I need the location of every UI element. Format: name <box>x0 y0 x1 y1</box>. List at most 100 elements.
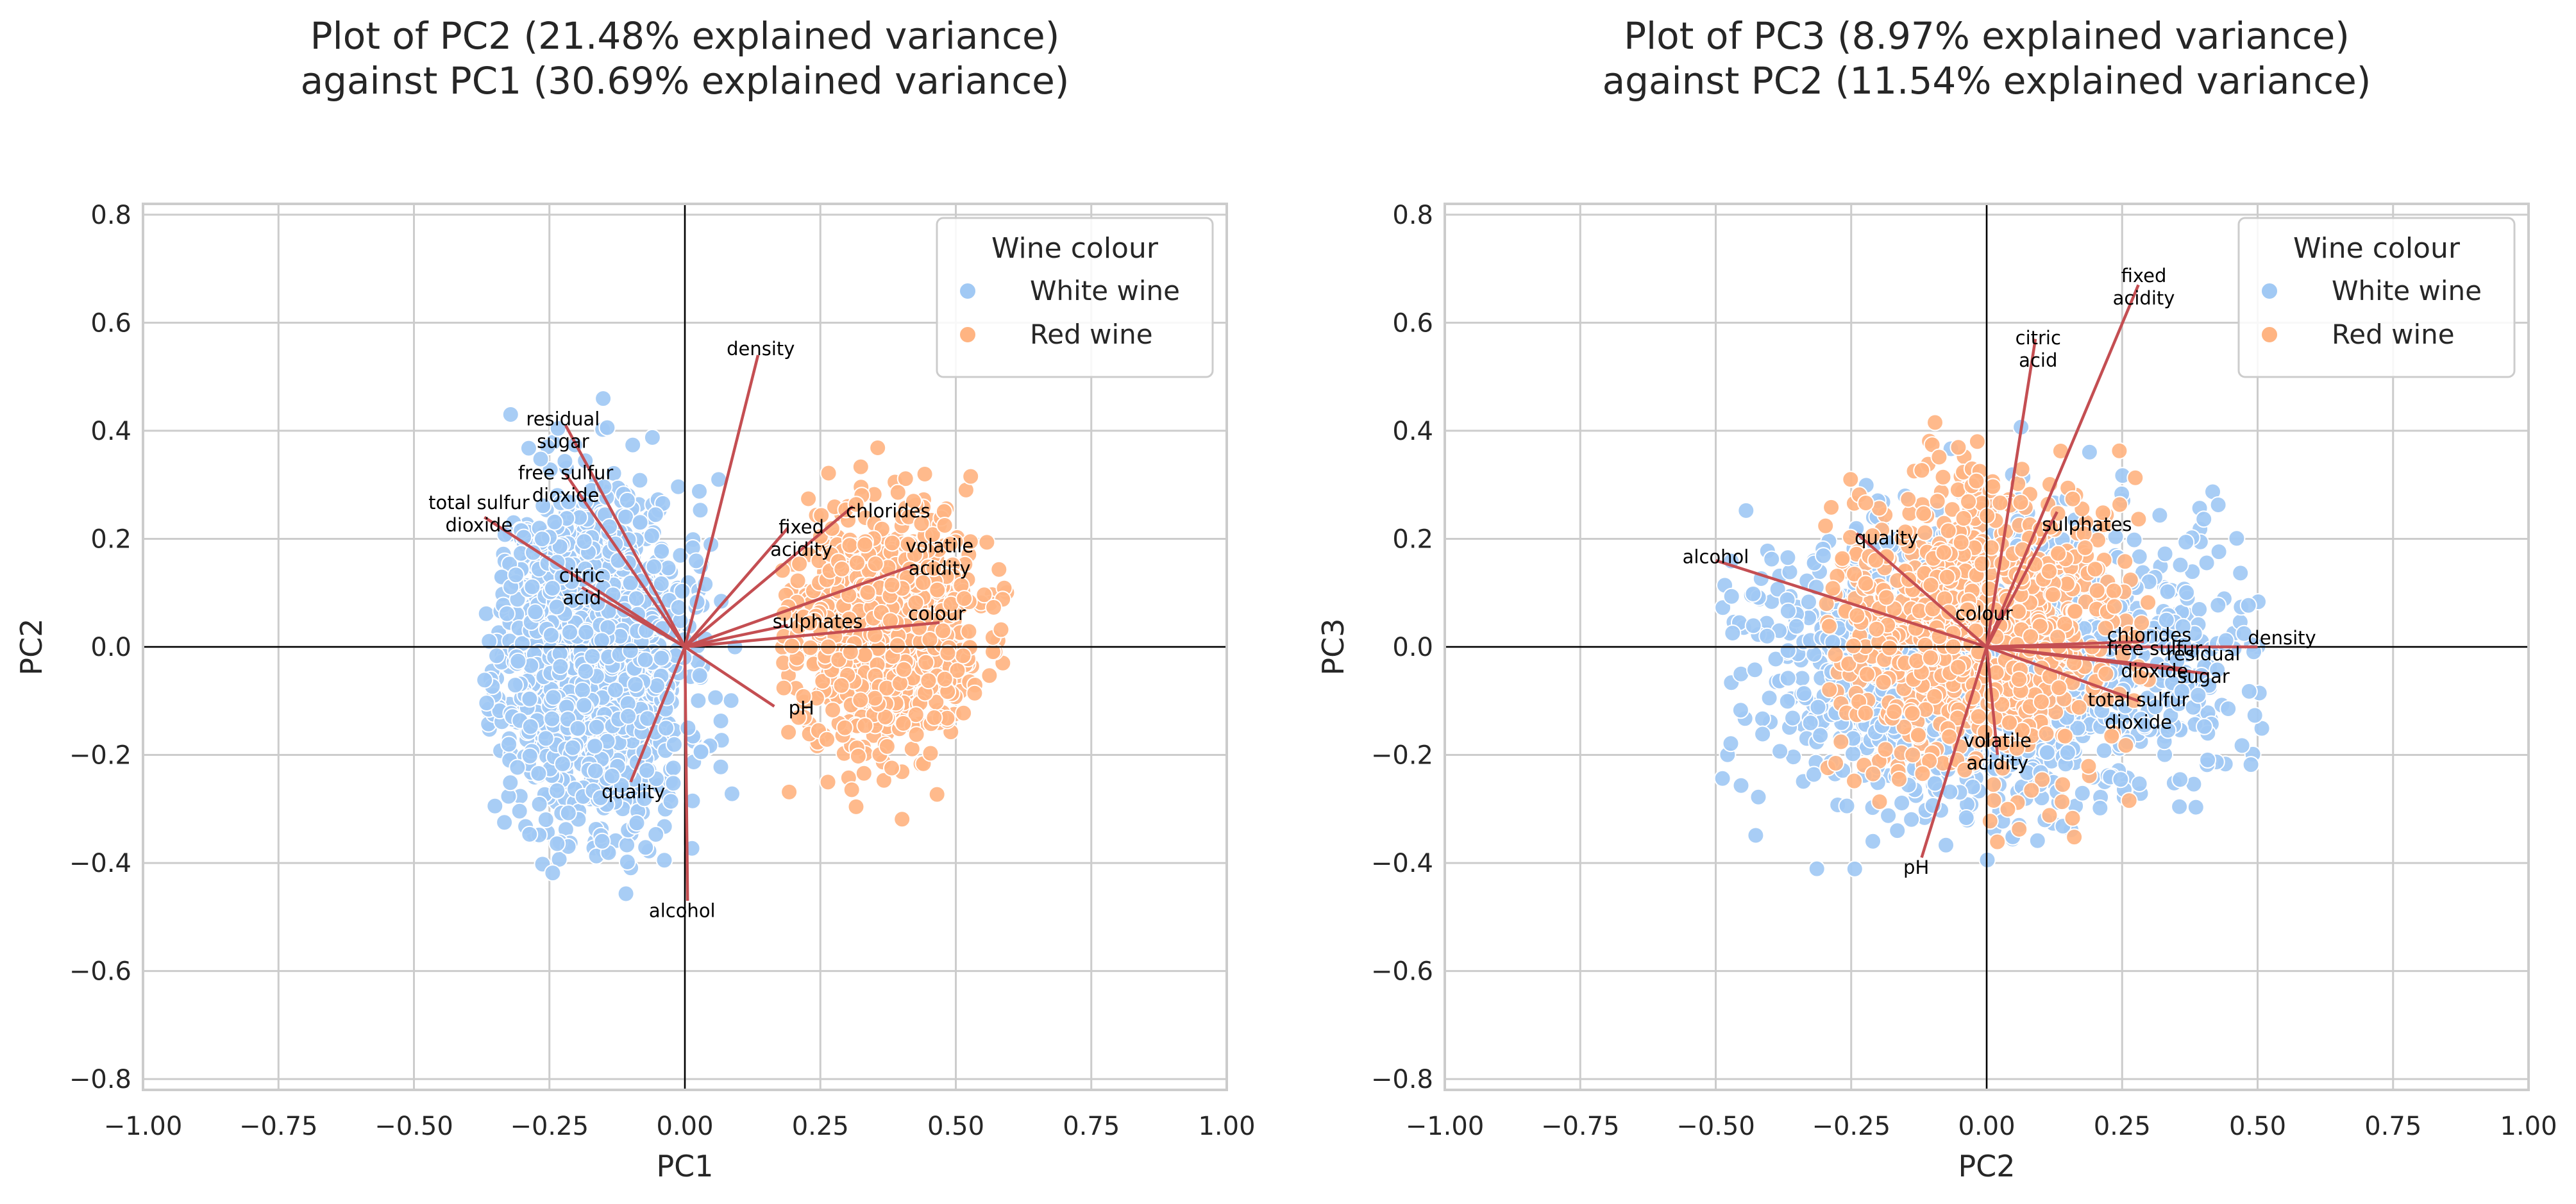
scatter-point <box>2199 751 2217 769</box>
loading-label-line: dioxide <box>2105 712 2172 733</box>
x-tick-label: 0.50 <box>927 1112 984 1141</box>
scatter-point <box>548 835 566 853</box>
scatter-point <box>521 825 539 843</box>
scatter-point <box>1821 617 1838 635</box>
scatter-point <box>1808 860 1826 878</box>
y-tick-label: 0.2 <box>1392 524 1433 554</box>
scatter-point <box>2053 793 2071 811</box>
loading-arrow-total-sulfur-dioxide <box>1986 645 2139 703</box>
scatter-point <box>559 804 577 822</box>
loading-label-line: sulphates <box>2042 514 2132 535</box>
scatter-point <box>1908 652 1926 670</box>
scatter-point <box>1973 555 1991 573</box>
scatter-point <box>1856 574 1874 592</box>
scatter-point <box>1731 701 1749 719</box>
scatter-point <box>647 826 665 843</box>
loading-arrow-residual-sugar <box>564 424 686 648</box>
scatter-point <box>544 580 561 597</box>
y-tick-label: 0.2 <box>90 524 131 554</box>
scatter-point <box>802 639 820 656</box>
scatter-point <box>2175 636 2193 654</box>
scatter-point <box>1903 810 1921 828</box>
scatter-point <box>2032 693 2050 711</box>
scatter-point <box>1817 517 1835 535</box>
scatter-point <box>2239 596 2257 614</box>
scatter-point <box>2171 798 2189 815</box>
scatter-point <box>2173 682 2191 700</box>
scatter-point <box>2050 544 2067 562</box>
scatter-point <box>1938 568 1956 586</box>
y-tick-label: 0.0 <box>1392 633 1433 662</box>
scatter-point <box>1989 833 2007 851</box>
scatter-point <box>1960 492 1977 510</box>
scatter-point <box>534 497 552 515</box>
scatter-point <box>1805 765 1823 783</box>
scatter-point <box>955 590 973 608</box>
scatter-point <box>1896 523 1914 541</box>
scatter-point <box>691 501 709 519</box>
scatter-point <box>1967 472 1985 490</box>
scatter-point <box>1824 580 1842 598</box>
scatter-point <box>814 673 832 690</box>
scatter-point <box>1895 718 1913 736</box>
scatter-point <box>1838 797 1856 815</box>
loading-label: residual sugar <box>526 408 600 452</box>
scatter-point <box>665 735 683 753</box>
scatter-point <box>544 864 562 882</box>
scatter-point <box>2110 442 2128 460</box>
scatter-point <box>2066 603 2084 621</box>
scatter-point <box>1969 708 1987 726</box>
loading-label: fixed acidity <box>770 516 832 560</box>
scatter-point <box>1784 709 1801 727</box>
scatter-point <box>2135 716 2153 734</box>
scatter-point <box>843 781 861 799</box>
loading-label-line: acidity <box>2113 287 2175 309</box>
scatter-point <box>587 718 605 736</box>
scatter-point <box>662 792 680 810</box>
scatter-point <box>1871 793 1889 810</box>
x-tick-label: −1.00 <box>104 1112 183 1141</box>
scatter-point <box>883 759 900 777</box>
scatter-point <box>2094 504 2112 522</box>
scatter-point <box>1846 860 1864 878</box>
scatter-point <box>1801 714 1819 732</box>
scatter-point <box>855 764 873 782</box>
scatter-point <box>1827 755 1845 772</box>
scatter-point <box>2064 809 2082 827</box>
panel-pc3-vs-pc2: Plot of PC3 (8.97% explained variance) ag… <box>1316 14 2557 1183</box>
tick-labels: −1.00 −0.75 −0.50 −0.25 0.00 0.25 0.50 0.75 1.00… <box>69 201 1256 1141</box>
loading-label-line: volatile <box>1964 730 2032 751</box>
scatter-point <box>1943 501 1961 519</box>
chart-title-line: against PC2 (11.54% explained variance) <box>1603 59 2371 103</box>
scatter-point <box>1876 740 1894 758</box>
tick-labels: −1.00 −0.75 −0.50 −0.25 0.00 0.25 0.50 0.75 1.00… <box>1371 201 2557 1141</box>
scatter-point <box>2096 619 2114 637</box>
scatter-point <box>990 560 1008 578</box>
scatter-point <box>2126 469 2144 487</box>
scatter-point <box>2088 581 2106 599</box>
scatter-point <box>1926 414 1944 431</box>
scatter-point <box>2200 676 2218 694</box>
scatter-point <box>2159 721 2177 739</box>
loading-label-line: sugar <box>537 430 589 452</box>
scatter-point <box>496 814 514 832</box>
scatter-point <box>1867 551 1885 569</box>
x-tick-label: 1.00 <box>1198 1112 1255 1141</box>
scatter-point <box>500 735 518 753</box>
scatter-point <box>916 465 934 483</box>
scatter-point <box>591 789 609 807</box>
scatter-point <box>534 530 551 548</box>
loading-label: citric acid <box>2016 327 2061 371</box>
scatter-point <box>577 662 594 680</box>
scatter-point <box>981 667 998 685</box>
scatter-point <box>818 730 836 748</box>
loading-label-line: acidity <box>770 539 832 560</box>
scatter-point <box>2091 799 2109 817</box>
loading-label: free sulfur dioxide <box>2107 637 2203 681</box>
scatter-point <box>638 762 656 780</box>
scatter-point <box>488 647 505 665</box>
scatter-point <box>2001 714 2018 732</box>
scatter-point <box>907 726 925 744</box>
